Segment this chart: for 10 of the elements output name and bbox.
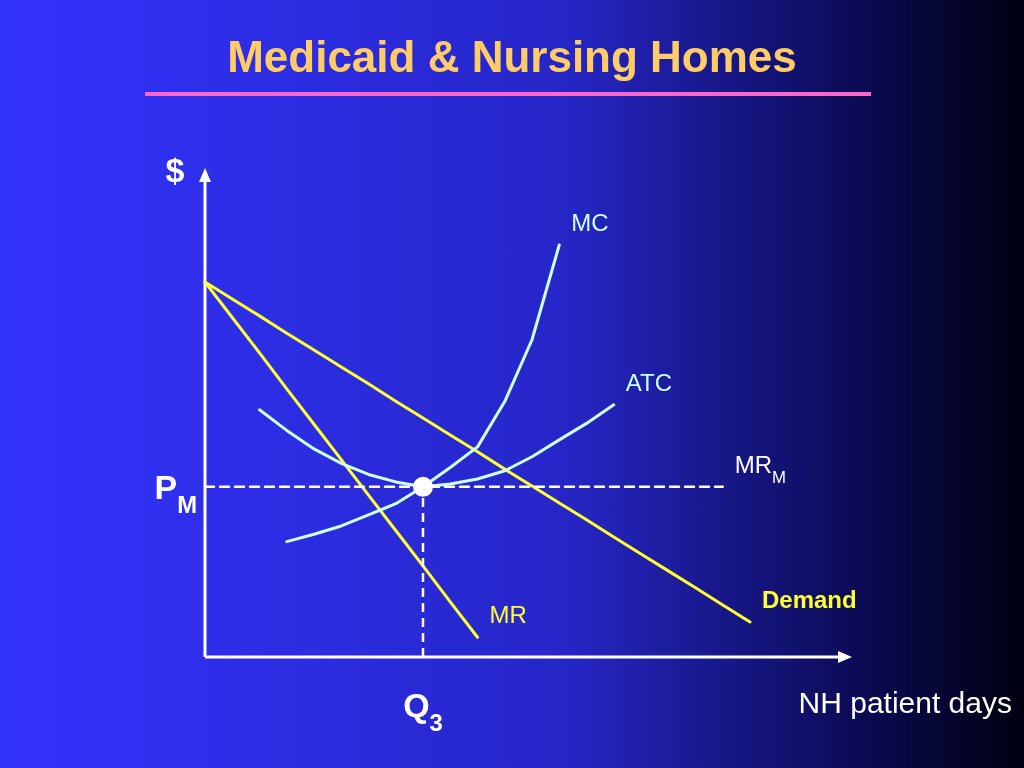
series-label: MR$_{M}$ [734,450,787,487]
series-label: MC [571,209,609,236]
text: Q$_{3}$ [403,686,443,736]
y-axis-title: $ [165,151,185,189]
chart-title: Medicaid & Nursing Homes [227,32,797,81]
x-axis-title: NH patient days [798,686,1012,719]
series-label: MR [489,601,527,629]
series-label: ATC [625,368,672,396]
series-label: Demand [762,585,857,613]
annotation: P$_{M}$ [154,467,197,518]
